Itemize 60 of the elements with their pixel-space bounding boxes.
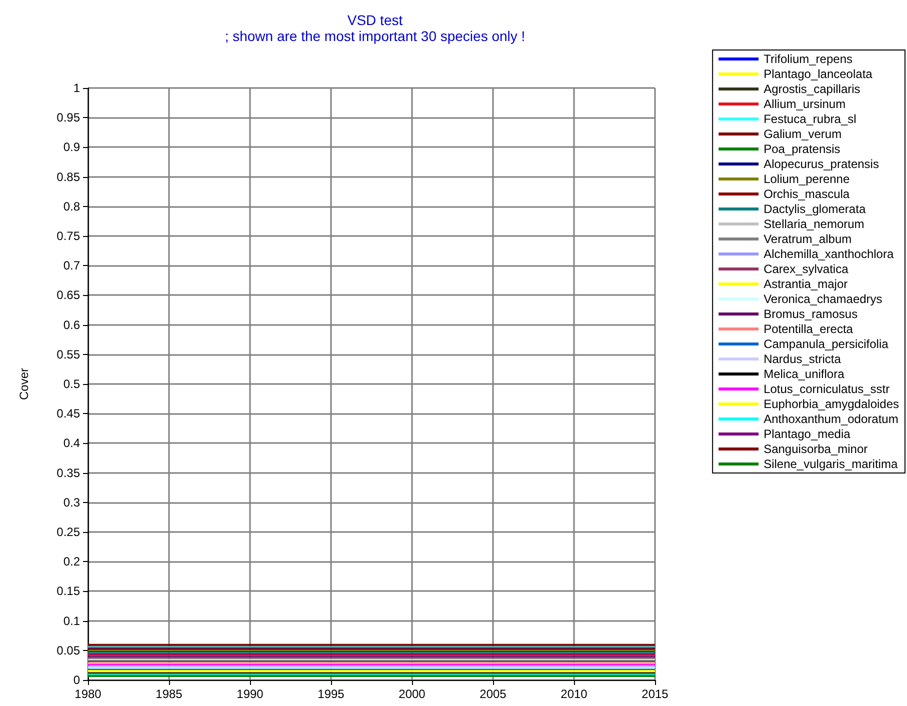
legend-label: Sanguisorba_minor [764, 442, 868, 456]
legend-label: Allium_ursinum [764, 97, 846, 111]
x-tick-label: 2000 [398, 687, 426, 701]
y-tick-label: 0.65 [56, 288, 80, 302]
y-tick-label: 0.25 [56, 525, 80, 539]
y-tick-label: 0 [73, 673, 80, 687]
legend-label: Anthoxanthum_odoratum [764, 412, 898, 426]
y-tick-label: 0.6 [63, 318, 80, 332]
legend-label: Potentilla_erecta [764, 322, 854, 336]
y-tick-label: 0.3 [63, 495, 80, 510]
y-tick-label: 0.4 [63, 436, 80, 450]
y-tick-label: 0.7 [63, 258, 80, 273]
legend-label: Nardus_stricta [764, 352, 842, 366]
x-tick-label: 2015 [642, 687, 669, 701]
y-tick-label: 1 [73, 81, 80, 95]
x-tick-label: 1995 [318, 687, 345, 701]
legend-label: Trifolium_repens [764, 52, 852, 66]
legend-label: Bromus_ramosus [764, 307, 858, 321]
legend-label: Festuca_rubra_sl [764, 112, 856, 126]
legend-label: Euphorbia_amygdaloides [764, 397, 900, 411]
y-tick-label: 0.15 [56, 584, 80, 598]
legend-label: Alchemilla_xanthochlora [764, 247, 894, 261]
chart-title: VSD test [347, 12, 403, 28]
legend-label: Poa_pratensis [764, 142, 840, 156]
y-tick-label: 0.95 [56, 110, 80, 125]
y-tick-label: 0.85 [56, 170, 80, 184]
legend-label: Veratrum_album [764, 232, 852, 246]
legend-label: Lolium_perenne [764, 172, 850, 186]
y-tick-label: 0.05 [56, 643, 80, 658]
legend-label: Melica_uniflora [764, 367, 845, 381]
legend-label: Galium_verum [764, 127, 842, 141]
chart-subtitle: ; shown are the most important 30 species only ! [224, 28, 526, 44]
y-tick-label: 0.55 [56, 347, 80, 362]
legend-label: Campanula_persicifolia [764, 337, 889, 351]
y-tick-label: 0.45 [56, 406, 80, 421]
legend-label: Plantago_media [764, 427, 851, 441]
legend-label: Plantago_lanceolata [764, 67, 873, 81]
legend-label: Orchis_mascula [764, 187, 850, 201]
y-tick-label: 0.9 [63, 140, 80, 154]
legend-label: Astrantia_major [764, 277, 848, 291]
y-tick-label: 0.1 [63, 614, 80, 628]
y-axis-title: Cover [17, 368, 31, 400]
x-tick-label: 2010 [560, 687, 588, 701]
legend-label: Agrostis_capillaris [764, 82, 860, 96]
y-tick-label: 0.35 [56, 466, 80, 480]
legend-label: Silene_vulgaris_maritima [764, 457, 898, 471]
legend-label: Veronica_chamaedrys [764, 292, 882, 306]
y-tick-label: 0.5 [63, 377, 80, 391]
y-tick-label: 0.8 [63, 199, 80, 214]
y-tick-label: 0.2 [63, 554, 80, 569]
legend-label: Lotus_corniculatus_sstr [764, 382, 890, 396]
x-tick-label: 1980 [74, 687, 102, 701]
x-tick-label: 1985 [156, 687, 183, 701]
y-tick-label: 0.75 [56, 229, 80, 243]
legend-label: Alopecurus_pratensis [764, 157, 879, 171]
legend-label: Stellaria_nemorum [764, 217, 864, 231]
legend-label: Carex_sylvatica [764, 262, 849, 276]
legend-label: Dactylis_glomerata [764, 202, 866, 216]
x-tick-label: 1990 [236, 687, 264, 701]
x-tick-label: 2005 [480, 687, 507, 701]
